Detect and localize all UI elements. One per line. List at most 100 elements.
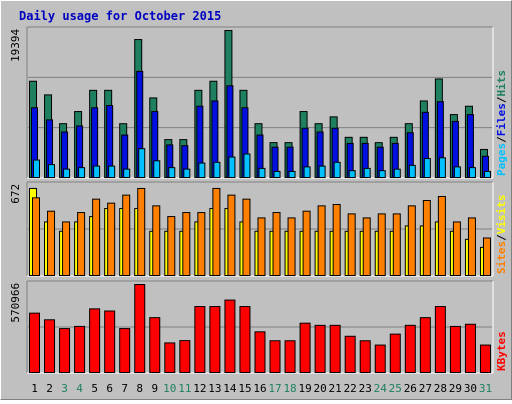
pages-bar [333, 161, 341, 178]
sites-bar [377, 213, 386, 276]
kbytes-bar [119, 328, 131, 373]
kbytes-bar [404, 324, 416, 374]
legend-label: / [495, 96, 508, 103]
pages-bar [198, 162, 206, 178]
sites-bar [167, 216, 176, 276]
sites-bar [227, 194, 236, 276]
panel-1-max-label: 19394 [9, 29, 22, 62]
x-axis-day-label: 25 [389, 382, 402, 395]
pages-bar [93, 165, 101, 179]
sites-bar [77, 212, 86, 277]
kbytes-bar [314, 324, 326, 374]
panel-2-legend: Sites/Visits [495, 195, 508, 275]
kbytes-bar [419, 317, 431, 374]
sites-bar [107, 202, 116, 276]
legend-label: Sites [495, 241, 508, 274]
x-axis-day-label: 20 [314, 382, 327, 395]
pages-bar [423, 158, 431, 179]
pages-bar [183, 168, 191, 178]
sites-bar [257, 217, 266, 277]
sites-bar [32, 197, 40, 276]
sites-bar [452, 221, 461, 277]
legend-label: Hits [495, 70, 508, 97]
kbytes-bar [479, 344, 491, 374]
sites-bar [197, 212, 206, 277]
pages-bar [213, 161, 221, 178]
kbytes-bar [359, 340, 371, 374]
panel-1-legend: Pages/Files/Hits [495, 70, 508, 176]
sites-bar [347, 213, 356, 276]
pages-bar [243, 153, 251, 178]
kbytes-bar [179, 340, 191, 373]
x-axis-day-label: 5 [91, 382, 98, 395]
kbytes-bar [434, 306, 446, 374]
kbytes-bar [59, 328, 71, 373]
legend-label: / [495, 234, 508, 241]
kbytes-bar [299, 322, 311, 374]
x-axis-day-label: 28 [434, 382, 447, 395]
kbytes-bar [464, 323, 476, 373]
pages-bar [288, 170, 296, 178]
pages-bar [138, 148, 146, 179]
legend-label: Pages [495, 143, 508, 176]
kbytes-bar [89, 308, 101, 373]
sites-bar [317, 205, 326, 277]
pages-bar [303, 166, 311, 179]
pages-bar [48, 164, 56, 179]
sites-bar [287, 217, 296, 277]
x-axis-day-label: 2 [46, 382, 53, 395]
x-axis-day-label: 17 [268, 382, 281, 395]
legend-label: KBytes [495, 331, 508, 371]
sites-bar [302, 210, 311, 276]
sites-bar [62, 221, 71, 277]
kbytes-bar [239, 306, 251, 374]
x-axis-day-label: 19 [298, 382, 311, 395]
kbytes-bar [389, 333, 401, 373]
pages-bar [393, 168, 401, 178]
sites-bar [482, 237, 491, 276]
sites-bar [272, 212, 281, 277]
sites-bar [242, 198, 251, 277]
x-axis-day-label: 21 [329, 382, 342, 395]
kbytes-bar [164, 342, 176, 374]
legend-label: Visits [495, 195, 508, 235]
pages-bar [408, 164, 416, 179]
pages-bar [33, 159, 40, 178]
x-axis-day-label: 27 [419, 382, 432, 395]
sites-bar [92, 198, 101, 277]
sites-bar [122, 194, 131, 276]
x-axis-day-label: 1 [31, 382, 38, 395]
pages-bar [123, 168, 131, 178]
kbytes-bar [194, 306, 206, 374]
x-axis-day-label: 29 [449, 382, 462, 395]
kbytes-bar [134, 284, 146, 373]
kbytes-bar [44, 319, 56, 374]
kbytes-bar [74, 325, 86, 373]
panel-3-legend: KBytes [495, 331, 508, 371]
x-axis-day-label: 23 [359, 382, 372, 395]
panel-3-max-label: 570966 [9, 283, 22, 323]
x-axis-day-label: 8 [136, 382, 143, 395]
x-axis-day-label: 12 [193, 382, 206, 395]
sites-bar [182, 212, 191, 277]
x-axis-day-label: 13 [208, 382, 221, 395]
x-axis-day-label: 10 [163, 382, 176, 395]
pages-bar [378, 170, 386, 178]
x-axis-day-label: 9 [151, 382, 158, 395]
x-axis-day-label: 16 [253, 382, 266, 395]
x-axis-day-label: 3 [61, 382, 68, 395]
pages-bar [348, 170, 356, 178]
kbytes-bar [284, 340, 296, 374]
sites-bar [407, 205, 416, 277]
sites-bar [152, 205, 161, 277]
pages-bar [228, 156, 236, 179]
x-axis-day-label: 30 [464, 382, 477, 395]
kbytes-bar [254, 331, 266, 374]
pages-bar [273, 170, 281, 178]
x-axis-day-label: 15 [238, 382, 251, 395]
x-axis-day-label: 31 [479, 382, 492, 395]
legend-label: Files [495, 103, 508, 136]
x-axis-day-label: 11 [178, 382, 191, 395]
pages-bar [108, 165, 116, 179]
x-axis-day-label: 26 [404, 382, 417, 395]
